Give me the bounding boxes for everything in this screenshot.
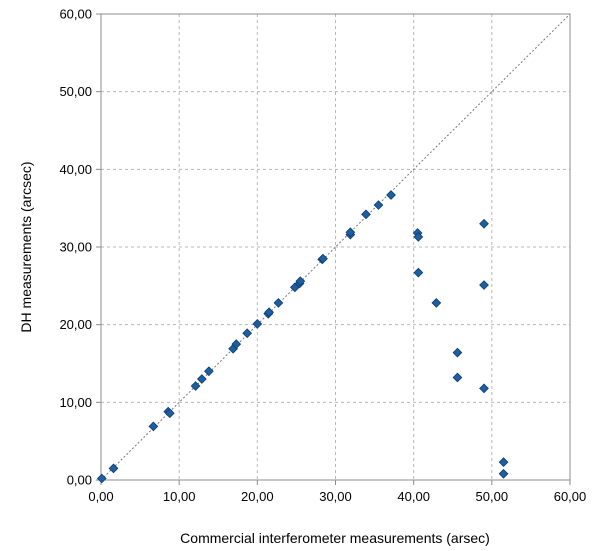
data-point bbox=[373, 200, 384, 210]
data-point bbox=[196, 374, 207, 384]
data-point bbox=[479, 280, 489, 290]
x-tick-label: 40,00 bbox=[397, 489, 430, 504]
data-point bbox=[452, 372, 463, 383]
data-point bbox=[164, 408, 175, 419]
y-tick-label: 40,00 bbox=[59, 162, 92, 177]
data-point bbox=[498, 468, 509, 479]
data-point bbox=[190, 381, 201, 391]
data-point bbox=[479, 218, 489, 229]
y-tick-label: 50,00 bbox=[59, 84, 92, 99]
data-point bbox=[252, 319, 263, 329]
y-axis-ticks: 0,00 10,00 20,00 30,00 40,00 50,00 60,00 bbox=[59, 7, 101, 488]
data-point bbox=[413, 267, 424, 278]
y-axis-label: DH measurements (arcsec) bbox=[18, 161, 34, 332]
x-tick-label: 0,00 bbox=[88, 489, 113, 504]
data-point bbox=[361, 209, 371, 220]
data-point bbox=[498, 457, 509, 468]
data-point bbox=[204, 366, 214, 377]
data-point bbox=[386, 190, 396, 200]
data-point bbox=[452, 347, 463, 358]
data-point bbox=[413, 232, 424, 242]
x-axis-label: Commercial interferometer measurements (… bbox=[180, 530, 490, 546]
data-point bbox=[318, 253, 328, 264]
data-point bbox=[148, 421, 159, 432]
x-axis-ticks: 0,00 10,00 20,00 30,00 40,00 50,00 60,00 bbox=[88, 480, 586, 504]
data-points bbox=[96, 190, 509, 484]
x-tick-label: 50,00 bbox=[476, 489, 509, 504]
x-tick-label: 10,00 bbox=[163, 489, 196, 504]
data-point bbox=[96, 473, 107, 484]
data-point bbox=[431, 298, 442, 308]
data-point bbox=[231, 339, 242, 349]
data-point bbox=[242, 328, 253, 339]
grid bbox=[101, 14, 570, 480]
y-tick-label: 0,00 bbox=[67, 473, 92, 488]
y-tick-label: 10,00 bbox=[59, 395, 92, 410]
data-point bbox=[264, 307, 274, 318]
y-tick-label: 20,00 bbox=[59, 317, 92, 332]
data-point bbox=[479, 383, 489, 394]
x-tick-label: 30,00 bbox=[319, 489, 352, 504]
y-tick-label: 30,00 bbox=[59, 240, 92, 255]
x-tick-label: 60,00 bbox=[554, 489, 587, 504]
y-tick-label: 60,00 bbox=[59, 7, 92, 22]
data-point bbox=[273, 298, 284, 308]
data-point bbox=[108, 463, 119, 474]
data-point bbox=[345, 227, 356, 238]
x-tick-label: 20,00 bbox=[241, 489, 274, 504]
data-point bbox=[295, 276, 306, 287]
